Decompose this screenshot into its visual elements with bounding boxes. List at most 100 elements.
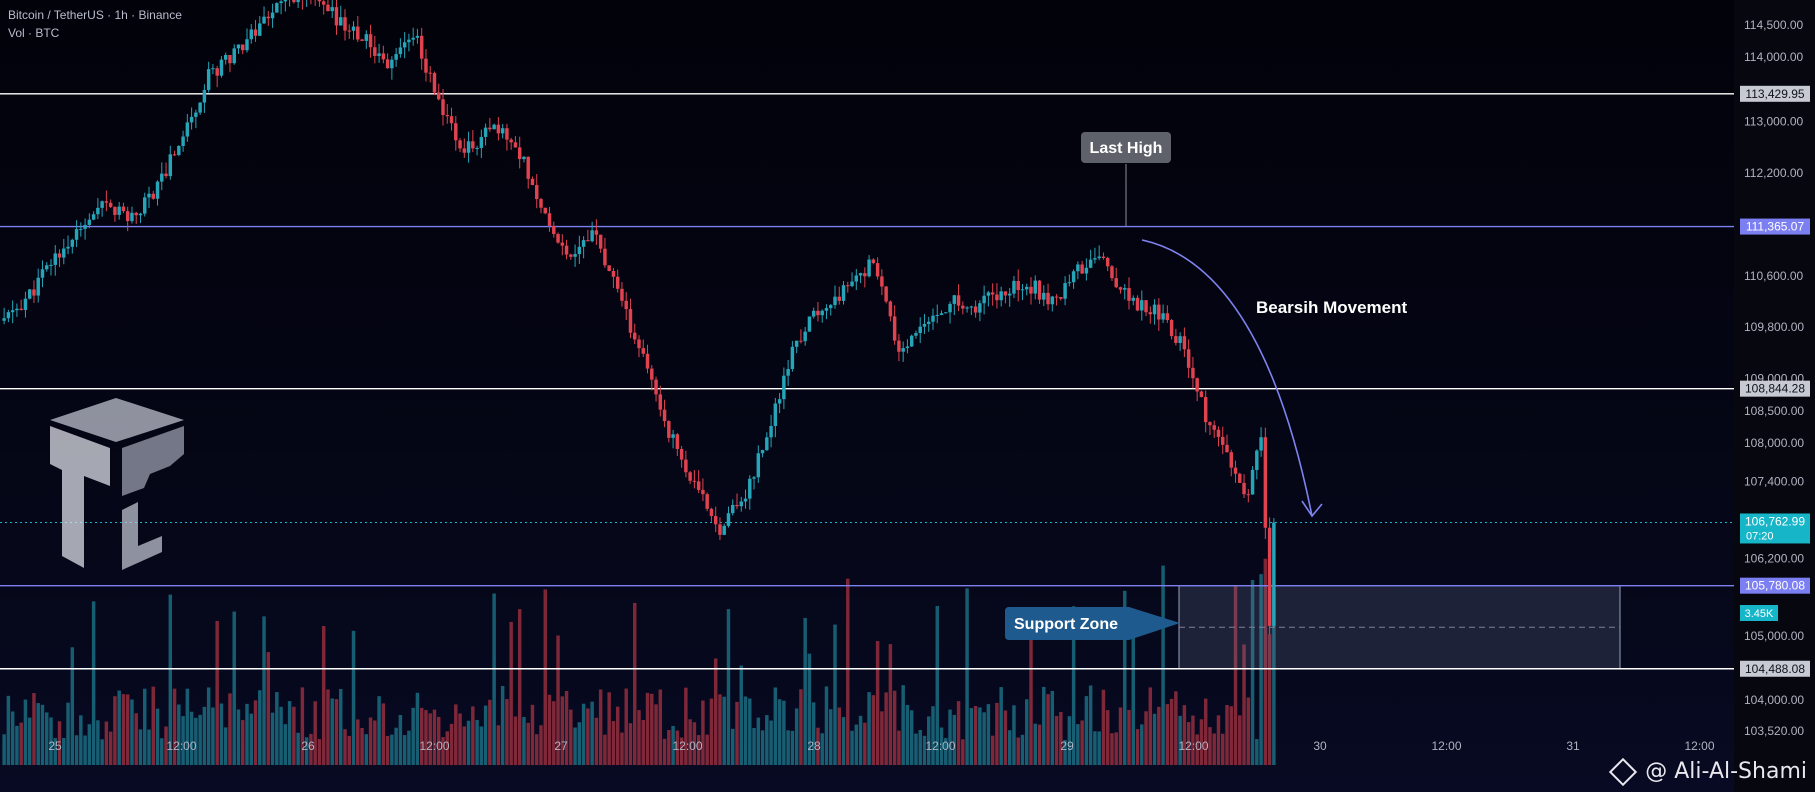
volume-bar bbox=[811, 702, 816, 765]
price-tick-label: 113,000.00 bbox=[1744, 114, 1803, 128]
level-price-tag[interactable] bbox=[1740, 218, 1810, 235]
candle-body bbox=[57, 253, 62, 258]
candle-body bbox=[385, 59, 390, 69]
volume-bar bbox=[1161, 565, 1165, 765]
volume-bar bbox=[1016, 737, 1020, 765]
candle-body bbox=[969, 306, 974, 308]
volume-bar bbox=[978, 707, 982, 765]
volume-bar bbox=[402, 735, 407, 765]
volume-bar bbox=[598, 689, 603, 765]
candle-body bbox=[496, 124, 501, 134]
volume-bar bbox=[1229, 706, 1233, 765]
volume-bar bbox=[667, 730, 671, 765]
volume-bar bbox=[121, 694, 126, 765]
candle-body bbox=[517, 147, 522, 160]
candle-body bbox=[1059, 297, 1063, 299]
volume-bar bbox=[535, 734, 539, 765]
tc-logo-icon bbox=[50, 398, 184, 570]
candle-body bbox=[803, 331, 807, 342]
price-tick-label: 105,000.00 bbox=[1744, 629, 1804, 643]
candle-body bbox=[6, 312, 11, 319]
volume-bar bbox=[1148, 687, 1153, 765]
candle-body bbox=[104, 201, 109, 203]
last-price-tag[interactable] bbox=[1740, 513, 1810, 544]
volume-bar bbox=[931, 706, 935, 765]
volume-bar bbox=[279, 706, 283, 765]
volume-bar bbox=[215, 620, 219, 765]
candle-body bbox=[1140, 300, 1144, 311]
candle-body bbox=[458, 140, 462, 149]
candle-body bbox=[1263, 437, 1268, 528]
volume-bar bbox=[1195, 734, 1199, 765]
candle-body bbox=[326, 4, 330, 12]
volume-bar bbox=[581, 703, 586, 765]
candle-body bbox=[1165, 313, 1170, 320]
candle-body bbox=[1071, 271, 1076, 283]
candle-body bbox=[1148, 312, 1153, 315]
candle-body bbox=[662, 409, 667, 422]
volume-bar bbox=[411, 707, 415, 765]
candle-body bbox=[1007, 293, 1012, 296]
support-zone-callout[interactable] bbox=[1005, 607, 1180, 640]
candle-body bbox=[394, 54, 398, 60]
volume-bar bbox=[1127, 709, 1131, 765]
volume-tag[interactable] bbox=[1740, 605, 1778, 621]
candle-body bbox=[228, 55, 232, 64]
level-price-tag[interactable] bbox=[1740, 577, 1810, 594]
last-high-label-box[interactable] bbox=[1081, 132, 1171, 163]
volume-bar bbox=[1059, 712, 1063, 765]
volume-title: Vol · BTC bbox=[8, 26, 60, 40]
price-tick-label: 110,600.00 bbox=[1744, 269, 1803, 283]
candle-body bbox=[1272, 522, 1276, 626]
volume-bar bbox=[615, 706, 620, 765]
volume-bar bbox=[466, 720, 471, 765]
candle-body bbox=[1029, 286, 1033, 294]
candle-body bbox=[15, 308, 19, 311]
volume-bar bbox=[858, 715, 863, 765]
candle-body bbox=[1020, 289, 1025, 291]
volume-bar bbox=[32, 693, 36, 765]
volume-bar bbox=[1063, 739, 1067, 765]
volume-bar bbox=[577, 722, 582, 765]
candle-body bbox=[696, 481, 701, 490]
candle-body bbox=[922, 323, 927, 327]
candle-body bbox=[1135, 297, 1140, 311]
candle-body bbox=[49, 264, 53, 266]
symbol-title: Bitcoin / TetherUS · 1h · Binance bbox=[8, 8, 182, 22]
candle-body bbox=[1118, 287, 1123, 290]
volume-bar bbox=[909, 710, 914, 765]
volume-bar bbox=[177, 704, 181, 765]
candle-body bbox=[147, 193, 151, 198]
candle-body bbox=[1114, 278, 1118, 288]
candle-body bbox=[688, 472, 692, 481]
level-price-tag-text: 104,488.08 bbox=[1745, 662, 1805, 676]
candle-body bbox=[253, 29, 258, 36]
volume-bar bbox=[1003, 710, 1008, 765]
volume-bar bbox=[1174, 691, 1178, 765]
candle-body bbox=[641, 348, 645, 354]
volume-bar bbox=[829, 709, 833, 765]
volume-bar bbox=[1033, 723, 1037, 765]
candle-body bbox=[177, 145, 181, 155]
candle-body bbox=[321, 1, 326, 5]
volume-bar bbox=[1012, 705, 1016, 765]
volume-bar bbox=[211, 707, 215, 765]
volume-bar bbox=[74, 735, 79, 765]
bearish-arrow bbox=[1141, 239, 1313, 517]
volume-bar bbox=[330, 698, 334, 765]
volume-bar bbox=[709, 698, 714, 765]
volume-bar bbox=[15, 725, 19, 765]
volume-bar bbox=[560, 696, 565, 765]
candle-body bbox=[880, 276, 884, 287]
level-price-tag[interactable] bbox=[1740, 85, 1810, 102]
volume-bar bbox=[339, 689, 343, 765]
volume-bar bbox=[108, 731, 113, 765]
level-price-tag[interactable] bbox=[1740, 660, 1810, 677]
candle-body bbox=[283, 0, 288, 2]
volume-bar bbox=[1263, 558, 1268, 765]
candle-body bbox=[249, 29, 253, 40]
level-price-tag[interactable] bbox=[1740, 380, 1810, 397]
candle-body bbox=[935, 314, 939, 316]
